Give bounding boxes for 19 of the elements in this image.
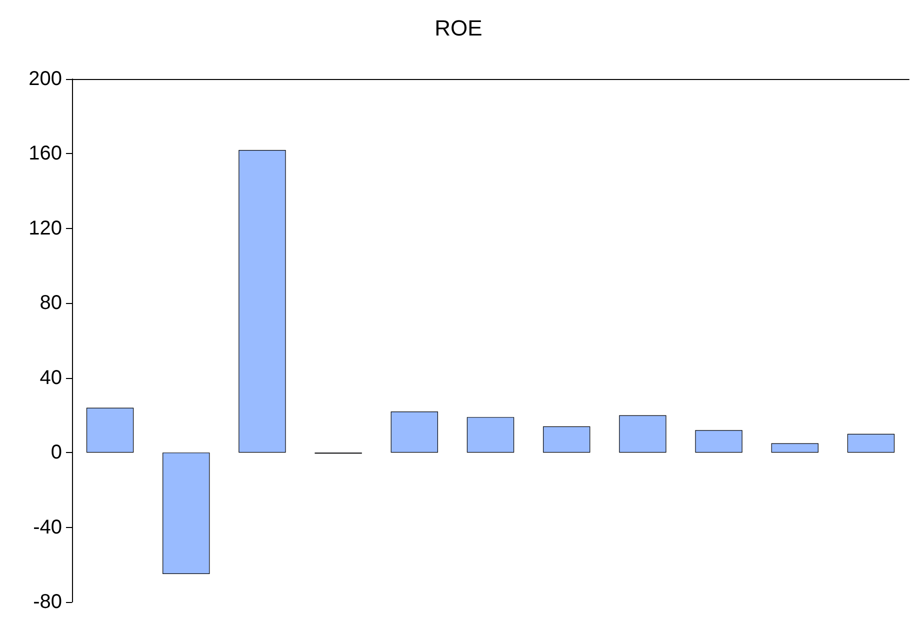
bar <box>771 443 818 453</box>
bar <box>390 411 438 453</box>
y-tick-label: 0 <box>50 442 62 464</box>
bar <box>466 417 514 453</box>
y-tick-label: 200 <box>28 68 62 90</box>
y-tick-label: 40 <box>40 366 62 389</box>
bar <box>695 430 742 453</box>
bar <box>847 434 895 453</box>
y-tick-label: 160 <box>28 142 62 165</box>
y-tick-label: -40 <box>33 516 62 538</box>
bar <box>619 415 666 453</box>
y-tick-label: 120 <box>28 217 62 240</box>
bar <box>162 452 210 574</box>
chart-title: ROE <box>434 16 482 40</box>
y-tick-label: 80 <box>40 292 62 314</box>
y-tick-label: -80 <box>33 591 62 613</box>
bar <box>543 426 590 453</box>
bar <box>238 150 286 453</box>
bar <box>86 408 134 453</box>
